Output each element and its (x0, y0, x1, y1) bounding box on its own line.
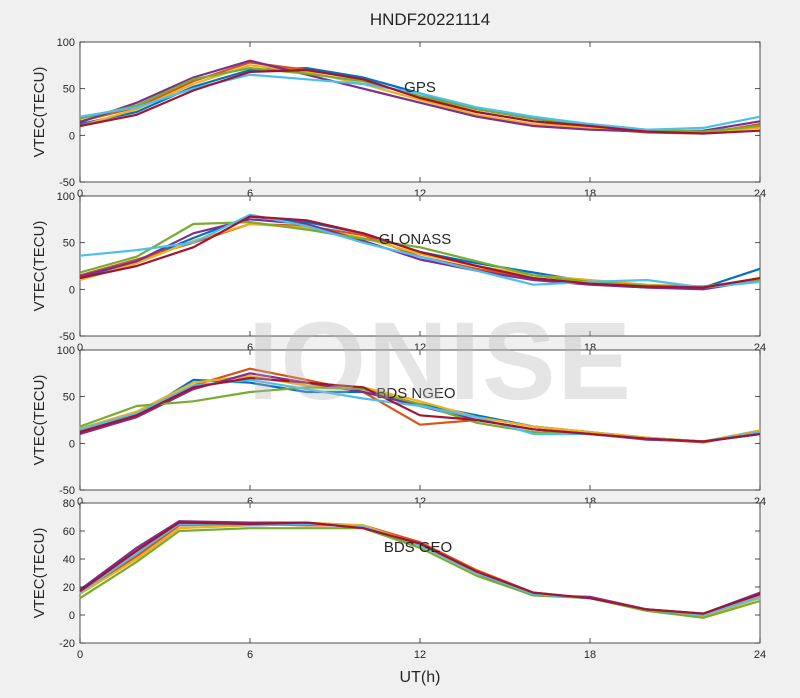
y-tick-label: 100 (57, 37, 75, 49)
x-tick-label: 0 (77, 496, 83, 508)
plot-area (79, 349, 761, 491)
y-tick-label: 40 (63, 554, 75, 566)
x-tick-label: 0 (77, 188, 83, 200)
series-line (79, 73, 761, 131)
y-axis-label: VTEC(TECU) (31, 67, 48, 158)
plot-area (79, 502, 761, 644)
y-tick-label: 50 (63, 392, 75, 404)
y-tick-label: 0 (69, 438, 75, 450)
plot-area (79, 41, 761, 183)
y-tick-label: -50 (59, 331, 75, 343)
x-tick-label: 24 (754, 649, 766, 661)
y-tick-label: 50 (63, 238, 75, 250)
x-tick-label: 6 (247, 342, 253, 354)
x-tick-label: 6 (247, 496, 253, 508)
plot-area (79, 195, 761, 337)
series-line (79, 68, 761, 135)
y-tick-label: 60 (63, 526, 75, 538)
y-axis-label: VTEC(TECU) (31, 375, 48, 466)
panel-label: GLONASS (379, 231, 452, 248)
x-tick-label: 6 (247, 188, 253, 200)
x-tick-label: 18 (584, 649, 596, 661)
series-line (79, 376, 761, 443)
y-tick-label: -50 (59, 177, 75, 189)
series-line (79, 527, 761, 619)
y-tick-label: -20 (59, 638, 75, 650)
series-line (79, 213, 761, 289)
y-tick-label: 80 (63, 498, 75, 510)
panel-label: BDS GEO (384, 539, 452, 556)
y-tick-label: 0 (69, 610, 75, 622)
y-tick-label: -50 (59, 485, 75, 497)
y-tick-label: 20 (63, 582, 75, 594)
x-axis-label: UT(h) (400, 669, 441, 686)
series-line (79, 521, 761, 615)
y-tick-label: 50 (63, 84, 75, 96)
figure-title: HNDF20221114 (369, 10, 491, 29)
y-tick-label: 0 (69, 130, 75, 142)
series-line (79, 215, 761, 289)
watermark: IONISE (248, 300, 633, 423)
x-tick-label: 0 (77, 342, 83, 354)
y-axis-label: VTEC(TECU) (31, 528, 48, 619)
y-tick-label: 0 (69, 284, 75, 296)
y-axis-label: VTEC(TECU) (31, 221, 48, 312)
panel-label: BDS NGEO (376, 385, 455, 402)
panel-label: GPS (404, 79, 436, 96)
x-tick-label: 0 (77, 649, 83, 661)
y-tick-label: 100 (57, 191, 75, 203)
x-tick-label: 12 (414, 649, 426, 661)
y-tick-label: 100 (57, 345, 75, 357)
x-tick-label: 6 (247, 649, 253, 661)
